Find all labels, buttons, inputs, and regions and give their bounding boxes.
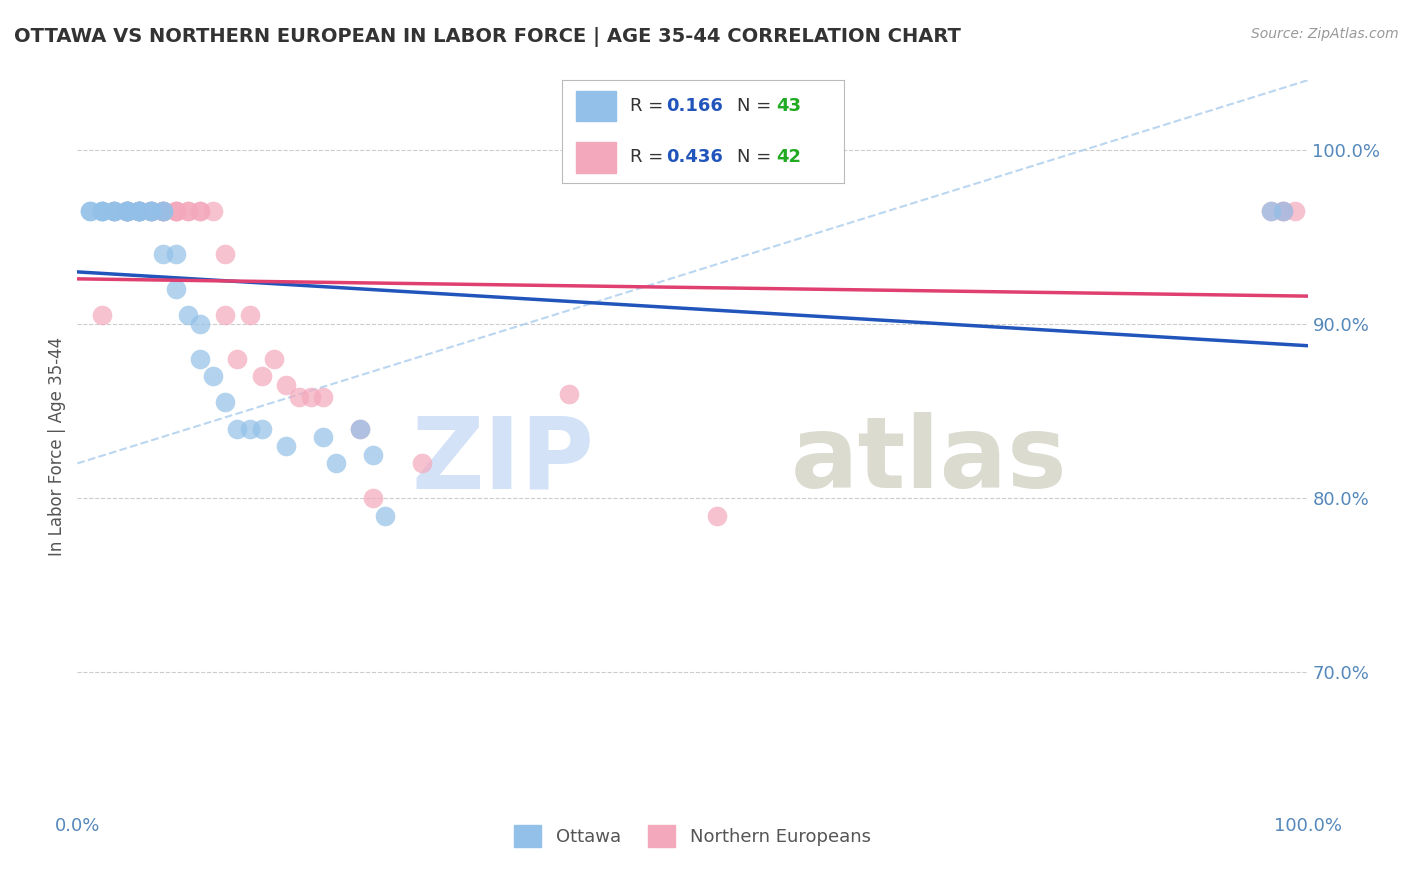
Point: [115, 203, 138, 218]
Point: [177, 203, 200, 218]
Point: [361, 448, 384, 462]
Point: [141, 203, 163, 218]
Point: [128, 203, 150, 218]
Point: [152, 203, 174, 218]
Text: 42: 42: [776, 148, 801, 166]
Point: [165, 203, 187, 218]
Point: [411, 457, 433, 471]
Point: [128, 203, 150, 218]
Point: [152, 203, 174, 218]
Point: [299, 390, 322, 404]
Point: [188, 351, 212, 366]
Point: [177, 309, 200, 323]
Point: [115, 203, 138, 218]
Point: [325, 457, 347, 471]
Point: [558, 386, 581, 401]
Point: [214, 395, 236, 409]
Point: [214, 309, 236, 323]
Point: [1260, 203, 1282, 218]
Point: [1272, 203, 1295, 218]
Point: [90, 309, 114, 323]
Point: [188, 317, 212, 331]
Point: [152, 203, 174, 218]
Point: [152, 247, 174, 261]
Point: [141, 203, 163, 218]
Text: atlas: atlas: [792, 412, 1067, 509]
Point: [90, 203, 114, 218]
Point: [250, 421, 273, 435]
Point: [128, 203, 150, 218]
Bar: [576, 142, 616, 173]
Point: [165, 203, 187, 218]
Point: [165, 282, 187, 296]
Point: [165, 203, 187, 218]
Point: [201, 203, 224, 218]
Point: [128, 203, 150, 218]
Point: [103, 203, 125, 218]
Point: [103, 203, 125, 218]
Point: [239, 309, 262, 323]
Point: [165, 247, 187, 261]
Point: [1284, 203, 1306, 218]
Point: [239, 421, 262, 435]
Point: [1272, 203, 1295, 218]
Point: [128, 203, 150, 218]
Point: [226, 351, 249, 366]
Text: R =: R =: [630, 97, 669, 115]
Legend: Ottawa, Northern Europeans: Ottawa, Northern Europeans: [508, 817, 877, 854]
Point: [312, 430, 335, 444]
Point: [226, 421, 249, 435]
Point: [115, 203, 138, 218]
Text: Source: ZipAtlas.com: Source: ZipAtlas.com: [1251, 27, 1399, 41]
Text: 43: 43: [776, 97, 801, 115]
Point: [115, 203, 138, 218]
Point: [103, 203, 125, 218]
Point: [1272, 203, 1295, 218]
Point: [128, 203, 150, 218]
Point: [288, 390, 311, 404]
Text: OTTAWA VS NORTHERN EUROPEAN IN LABOR FORCE | AGE 35-44 CORRELATION CHART: OTTAWA VS NORTHERN EUROPEAN IN LABOR FOR…: [14, 27, 960, 46]
Bar: [576, 91, 616, 121]
Point: [188, 203, 212, 218]
Point: [349, 421, 371, 435]
Point: [276, 378, 298, 392]
Point: [152, 203, 174, 218]
Point: [214, 247, 236, 261]
Point: [250, 369, 273, 384]
Text: 0.436: 0.436: [666, 148, 723, 166]
Point: [1260, 203, 1282, 218]
Text: N =: N =: [737, 148, 776, 166]
Point: [115, 203, 138, 218]
Point: [115, 203, 138, 218]
Text: 0.166: 0.166: [666, 97, 723, 115]
Point: [79, 203, 101, 218]
Point: [263, 351, 285, 366]
Point: [361, 491, 384, 506]
Point: [103, 203, 125, 218]
Point: [276, 439, 298, 453]
Point: [90, 203, 114, 218]
Point: [115, 203, 138, 218]
Point: [706, 508, 728, 523]
Point: [152, 203, 174, 218]
Point: [79, 203, 101, 218]
Point: [141, 203, 163, 218]
Point: [90, 203, 114, 218]
Point: [115, 203, 138, 218]
Point: [188, 203, 212, 218]
Point: [349, 421, 371, 435]
Text: ZIP: ZIP: [411, 412, 595, 509]
Point: [312, 390, 335, 404]
Point: [201, 369, 224, 384]
Point: [128, 203, 150, 218]
Text: R =: R =: [630, 148, 669, 166]
Point: [115, 203, 138, 218]
Point: [177, 203, 200, 218]
Y-axis label: In Labor Force | Age 35-44: In Labor Force | Age 35-44: [48, 336, 66, 556]
Point: [141, 203, 163, 218]
Point: [374, 508, 396, 523]
Text: N =: N =: [737, 97, 776, 115]
Point: [141, 203, 163, 218]
